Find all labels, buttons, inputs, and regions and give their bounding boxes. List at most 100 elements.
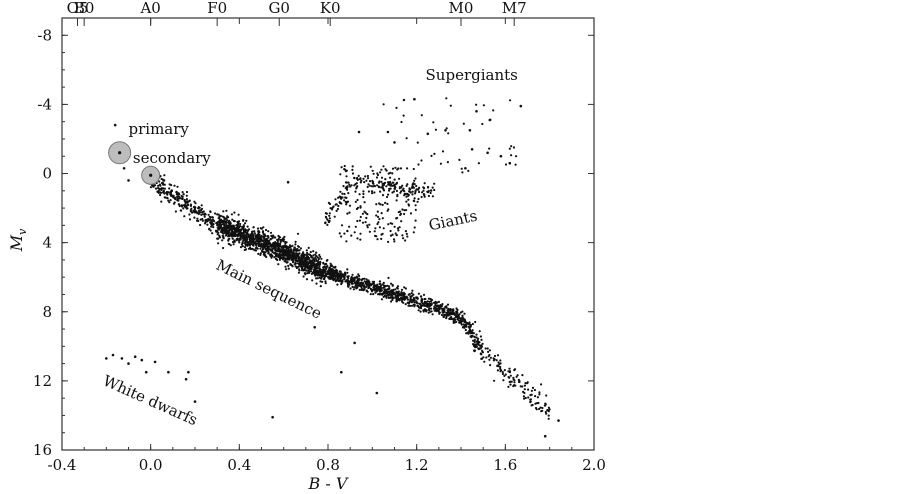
main-sequence-star — [226, 219, 229, 222]
giant-star — [382, 165, 385, 168]
main-sequence-star — [264, 228, 268, 232]
main-sequence-star — [257, 242, 261, 245]
giant-star — [347, 192, 350, 195]
main-sequence-star — [483, 360, 486, 363]
main-sequence-star — [278, 249, 281, 252]
main-sequence-star — [401, 300, 404, 303]
main-sequence-star — [404, 303, 407, 306]
giant-star — [343, 199, 346, 202]
y-axis-title: Mv — [7, 228, 29, 252]
main-sequence-star — [274, 257, 278, 260]
main-sequence-star — [383, 286, 386, 289]
main-sequence-star — [323, 269, 327, 272]
main-sequence-star — [230, 226, 233, 229]
main-sequence-star — [308, 261, 311, 264]
main-sequence-star — [423, 309, 427, 312]
giant-star — [348, 225, 351, 228]
main-sequence-star — [481, 342, 484, 345]
giant-star — [345, 181, 348, 184]
main-sequence-star — [360, 279, 363, 282]
main-sequence-star — [513, 379, 516, 382]
main-sequence-star — [368, 286, 371, 289]
main-sequence-star — [480, 353, 483, 356]
main-sequence-star — [262, 226, 265, 229]
spectral-class-label: O5 — [67, 0, 89, 17]
y-tick-label: 4 — [42, 234, 52, 252]
giant-star — [426, 185, 430, 189]
main-sequence-star — [420, 297, 423, 300]
main-sequence-star — [301, 266, 304, 269]
main-sequence-star — [168, 201, 171, 204]
giant-star — [341, 192, 344, 195]
main-sequence-star — [239, 222, 242, 226]
supergiant-star — [461, 171, 464, 174]
main-sequence-star — [231, 231, 234, 235]
main-sequence-star — [376, 283, 379, 286]
main-sequence-star — [284, 265, 287, 268]
main-sequence-star — [508, 370, 512, 373]
main-sequence-star — [297, 259, 300, 262]
main-sequence-star — [458, 313, 461, 316]
main-sequence-star — [283, 252, 286, 255]
main-sequence-star — [485, 356, 488, 359]
main-sequence-star — [211, 216, 214, 219]
scatter-point — [187, 370, 190, 374]
main-sequence-star — [275, 249, 278, 252]
main-sequence-star — [362, 282, 365, 285]
main-sequence-star — [283, 235, 286, 238]
supergiant-star — [510, 145, 513, 148]
main-sequence-star — [264, 234, 267, 238]
main-sequence-star — [244, 236, 247, 240]
giant-star — [411, 193, 414, 196]
main-sequence-star — [548, 408, 551, 411]
main-sequence-star — [396, 295, 400, 298]
main-sequence-star — [390, 282, 393, 285]
main-sequence-star — [442, 315, 446, 318]
main-sequence-star — [453, 317, 456, 320]
main-sequence-star — [380, 287, 383, 290]
main-sequence-star — [422, 303, 425, 306]
giant-star — [387, 208, 390, 211]
giant-star — [412, 186, 416, 189]
main-sequence-star — [173, 184, 176, 187]
main-sequence-star — [411, 300, 414, 303]
main-sequence-star — [191, 211, 194, 214]
supergiant-star — [458, 158, 461, 161]
annotation-secondary: secondary — [133, 149, 211, 167]
main-sequence-star — [504, 373, 507, 376]
giant-star — [345, 203, 348, 206]
main-sequence-star — [210, 219, 213, 222]
main-sequence-star — [363, 287, 366, 290]
main-sequence-star — [233, 211, 236, 214]
giant-star — [384, 178, 387, 181]
giant-star — [401, 184, 404, 187]
giant-star — [355, 187, 358, 190]
main-sequence-star — [241, 237, 245, 240]
main-sequence-star — [307, 268, 310, 271]
supergiant-star — [509, 99, 512, 102]
main-sequence-star — [182, 193, 185, 196]
main-sequence-star — [306, 255, 309, 258]
main-sequence-star — [417, 292, 420, 295]
main-sequence-star — [201, 219, 204, 222]
main-sequence-star — [282, 240, 285, 243]
main-sequence-star — [314, 253, 317, 256]
main-sequence-star — [346, 271, 349, 274]
main-sequence-star — [389, 296, 392, 299]
giant-star — [377, 221, 380, 224]
main-sequence-star — [279, 256, 282, 259]
main-sequence-star — [245, 219, 248, 222]
giant-star — [411, 190, 414, 193]
main-sequence-star — [410, 304, 414, 307]
giant-star — [397, 211, 400, 214]
main-sequence-star — [385, 294, 388, 297]
giant-star — [363, 181, 366, 184]
main-sequence-star — [318, 276, 321, 279]
main-sequence-star — [294, 243, 297, 246]
giant-star — [380, 237, 383, 240]
giant-star — [382, 189, 386, 192]
giant-star — [363, 201, 366, 204]
main-sequence-star — [217, 242, 220, 245]
main-sequence-star — [391, 284, 394, 287]
main-sequence-star — [242, 224, 245, 227]
